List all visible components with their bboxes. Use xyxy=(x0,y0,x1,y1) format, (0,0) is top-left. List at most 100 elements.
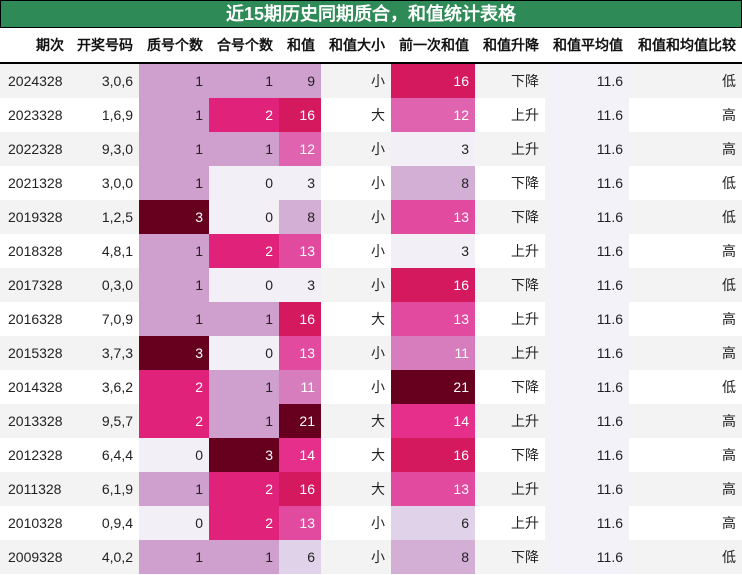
cell-sum-avg: 11.6 xyxy=(545,64,629,98)
cell-composite-count: 3 xyxy=(209,438,279,472)
cell-avg-compare: 低 xyxy=(722,379,736,395)
cell-numbers: 6,4,4 xyxy=(101,447,133,463)
cell-prime-count: 1 xyxy=(139,132,209,166)
cell-prime-count: 1 xyxy=(139,98,209,132)
cell-sum-size: 小 xyxy=(371,141,385,157)
cell-prev-sum: 8 xyxy=(391,540,475,574)
cell-composite-count: 1 xyxy=(209,132,279,166)
cell-sum-size: 小 xyxy=(371,277,385,293)
table-row: 2009328 4,0,2 1 1 6 小 8 下降 11.6 低 xyxy=(0,540,742,574)
col-header-period: 期次 xyxy=(36,37,64,53)
cell-sum-size: 大 xyxy=(371,447,385,463)
cell-sum-trend: 上升 xyxy=(511,141,539,157)
cell-sum-trend: 上升 xyxy=(511,515,539,531)
cell-sum-avg: 11.6 xyxy=(545,506,629,540)
cell-numbers: 9,5,7 xyxy=(101,413,133,429)
cell-numbers: 3,0,0 xyxy=(101,175,133,191)
cell-period: 2011328 xyxy=(8,481,62,497)
cell-sum-avg: 11.6 xyxy=(545,132,629,166)
cell-sum-trend: 下降 xyxy=(511,175,539,191)
cell-prev-sum: 13 xyxy=(391,472,475,506)
cell-prev-sum: 13 xyxy=(391,200,475,234)
cell-prime-count: 1 xyxy=(139,540,209,574)
cell-period: 2014328 xyxy=(8,379,63,395)
table-row: 2021328 3,0,0 1 0 3 小 8 下降 11.6 低 xyxy=(0,166,742,200)
table-row: 2016328 7,0,9 1 1 16 大 13 上升 11.6 高 xyxy=(0,302,742,336)
table-header: 期次 开奖号码 质号个数 合号个数 和值 和值大小 前一次和值 和值升降 和值平… xyxy=(0,28,742,64)
cell-prev-sum: 6 xyxy=(391,506,475,540)
cell-period: 2019328 xyxy=(8,209,63,225)
cell-sum-avg: 11.6 xyxy=(545,370,629,404)
cell-sum: 16 xyxy=(279,302,321,336)
cell-sum-avg: 11.6 xyxy=(545,336,629,370)
cell-avg-compare: 高 xyxy=(722,141,736,157)
cell-sum: 9 xyxy=(279,64,321,98)
cell-prime-count: 1 xyxy=(139,268,209,302)
cell-sum: 12 xyxy=(279,132,321,166)
cell-numbers: 3,0,6 xyxy=(101,73,133,89)
col-header-numbers: 开奖号码 xyxy=(77,37,133,53)
cell-sum-trend: 下降 xyxy=(511,447,539,463)
cell-period: 2010328 xyxy=(8,515,63,531)
col-header-prev-sum: 前一次和值 xyxy=(399,37,469,53)
table-row: 2013328 9,5,7 2 1 21 大 14 上升 11.6 高 xyxy=(0,404,742,438)
cell-sum: 8 xyxy=(279,200,321,234)
cell-prime-count: 2 xyxy=(139,404,209,438)
cell-composite-count: 0 xyxy=(209,268,279,302)
cell-sum-size: 小 xyxy=(371,549,385,565)
cell-sum: 21 xyxy=(279,404,321,438)
table-row: 2012328 6,4,4 0 3 14 大 16 下降 11.6 高 xyxy=(0,438,742,472)
cell-sum-avg: 11.6 xyxy=(545,438,629,472)
cell-sum-trend: 上升 xyxy=(511,311,539,327)
cell-composite-count: 1 xyxy=(209,302,279,336)
cell-composite-count: 0 xyxy=(209,166,279,200)
cell-period: 2017328 xyxy=(8,277,63,293)
cell-period: 2016328 xyxy=(8,311,63,327)
cell-sum-avg: 11.6 xyxy=(545,166,629,200)
table-row: 2011328 6,1,9 1 2 16 大 13 上升 11.6 高 xyxy=(0,472,742,506)
cell-sum-trend: 下降 xyxy=(511,73,539,89)
cell-period: 2021328 xyxy=(8,175,63,191)
table-row: 2019328 1,2,5 3 0 8 小 13 下降 11.6 低 xyxy=(0,200,742,234)
cell-prime-count: 1 xyxy=(139,64,209,98)
table-row: 2023328 1,6,9 1 2 16 大 12 上升 11.6 高 xyxy=(0,98,742,132)
cell-sum: 11 xyxy=(279,370,321,404)
cell-avg-compare: 高 xyxy=(722,447,736,463)
cell-prime-count: 2 xyxy=(139,370,209,404)
cell-prime-count: 1 xyxy=(139,302,209,336)
table-row: 2024328 3,0,6 1 1 9 小 16 下降 11.6 低 xyxy=(0,64,742,98)
cell-avg-compare: 高 xyxy=(722,107,736,123)
cell-composite-count: 1 xyxy=(209,370,279,404)
col-header-sum-size: 和值大小 xyxy=(329,37,385,53)
cell-numbers: 1,2,5 xyxy=(101,209,133,225)
cell-sum-avg: 11.6 xyxy=(545,404,629,438)
cell-sum-avg: 11.6 xyxy=(545,472,629,506)
cell-sum-trend: 下降 xyxy=(511,209,539,225)
cell-sum-trend: 上升 xyxy=(511,481,539,497)
cell-composite-count: 2 xyxy=(209,506,279,540)
cell-prev-sum: 3 xyxy=(391,234,475,268)
col-header-sum-avg: 和值平均值 xyxy=(553,37,623,53)
cell-sum-trend: 上升 xyxy=(511,413,539,429)
cell-sum-size: 小 xyxy=(371,209,385,225)
cell-composite-count: 0 xyxy=(209,200,279,234)
cell-avg-compare: 高 xyxy=(722,345,736,361)
cell-prev-sum: 13 xyxy=(391,302,475,336)
cell-avg-compare: 高 xyxy=(722,311,736,327)
cell-sum-avg: 11.6 xyxy=(545,540,629,574)
cell-sum-avg: 11.6 xyxy=(545,200,629,234)
cell-sum: 3 xyxy=(279,166,321,200)
cell-avg-compare: 低 xyxy=(722,549,736,565)
cell-sum: 13 xyxy=(279,234,321,268)
table-row: 2017328 0,3,0 1 0 3 小 16 下降 11.6 低 xyxy=(0,268,742,302)
cell-numbers: 4,8,1 xyxy=(101,243,133,259)
cell-prime-count: 1 xyxy=(139,166,209,200)
cell-sum-trend: 上升 xyxy=(511,243,539,259)
table-title: 近15期历史同期质合，和值统计表格 xyxy=(0,0,742,28)
cell-avg-compare: 低 xyxy=(722,277,736,293)
cell-sum-avg: 11.6 xyxy=(545,268,629,302)
cell-numbers: 0,3,0 xyxy=(101,277,133,293)
cell-numbers: 3,6,2 xyxy=(101,379,133,395)
cell-sum: 13 xyxy=(279,336,321,370)
cell-sum-trend: 下降 xyxy=(511,549,539,565)
